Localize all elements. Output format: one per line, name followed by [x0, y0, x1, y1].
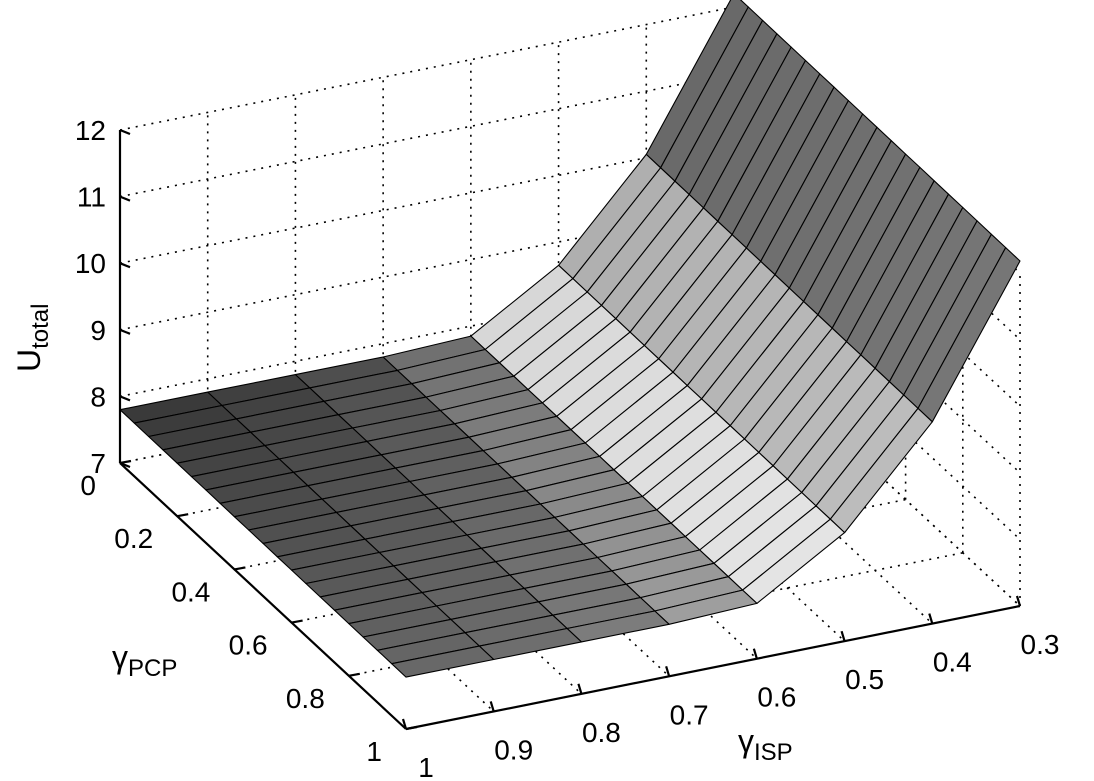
x-tick-mark — [928, 613, 934, 624]
y-tick-label: 0.6 — [229, 630, 268, 661]
tick-label-layer: 78910111200.20.40.60.8110.90.80.70.60.50… — [75, 115, 1060, 781]
axis-title-layer: Utotal γPCP γISP — [11, 304, 793, 766]
y-tick-label: 0.8 — [286, 683, 325, 714]
x-tick-label: 0.5 — [845, 664, 884, 695]
z-tick-label: 12 — [75, 115, 106, 146]
y-tick-mark — [291, 619, 303, 624]
y-axis-label: γPCP — [112, 639, 177, 682]
x-tick-label: 1 — [418, 752, 434, 781]
z-tick-label: 10 — [75, 248, 106, 279]
y-tick-label: 0.4 — [171, 576, 210, 607]
y-tick-mark — [234, 566, 246, 571]
x-tick-mark — [1015, 595, 1022, 607]
back-wall-gridline — [119, 139, 735, 264]
x-tick-mark — [665, 665, 671, 677]
x-tick-label: 0.3 — [1021, 629, 1060, 660]
y-tick-mark — [119, 459, 132, 465]
z-tick-mark — [119, 328, 131, 335]
z-tick-label: 8 — [90, 381, 106, 412]
surface-patch — [391, 645, 495, 678]
x-axis-label: γISP — [738, 723, 793, 766]
y-tick-mark — [348, 672, 360, 677]
x-tick-mark — [840, 630, 846, 642]
x-axis-line — [405, 604, 1021, 731]
back-wall-gridline — [119, 72, 735, 198]
z-tick-label: 7 — [90, 448, 106, 479]
x-tick-label: 0.7 — [670, 699, 709, 730]
z-tick-mark — [119, 128, 131, 136]
y-tick-label: 0 — [80, 470, 96, 501]
y-tick-mark — [177, 513, 189, 518]
x-tick-label: 0.8 — [582, 717, 621, 748]
axis-layer — [118, 128, 1022, 731]
z-tick-label: 9 — [90, 315, 106, 346]
y-tick-label: 0.2 — [114, 523, 153, 554]
surface-layer — [119, 0, 1021, 678]
x-tick-mark — [401, 718, 408, 730]
z-tick-mark — [119, 262, 131, 269]
x-tick-mark — [752, 648, 758, 660]
back-wall-gridline — [119, 6, 735, 131]
y-tick-label: 1 — [366, 736, 382, 767]
x-tick-label: 0.6 — [757, 682, 796, 713]
z-tick-mark — [119, 395, 131, 402]
z-tick-mark — [119, 195, 131, 202]
x-tick-mark — [577, 683, 583, 695]
x-tick-label: 0.9 — [494, 734, 533, 765]
y-axis-line — [119, 462, 407, 730]
x-tick-mark — [489, 701, 495, 712]
z-tick-label: 11 — [77, 182, 106, 213]
y-tick-mark — [405, 725, 418, 731]
x-tick-label: 0.4 — [933, 647, 972, 678]
z-axis-label: Utotal — [11, 304, 54, 372]
